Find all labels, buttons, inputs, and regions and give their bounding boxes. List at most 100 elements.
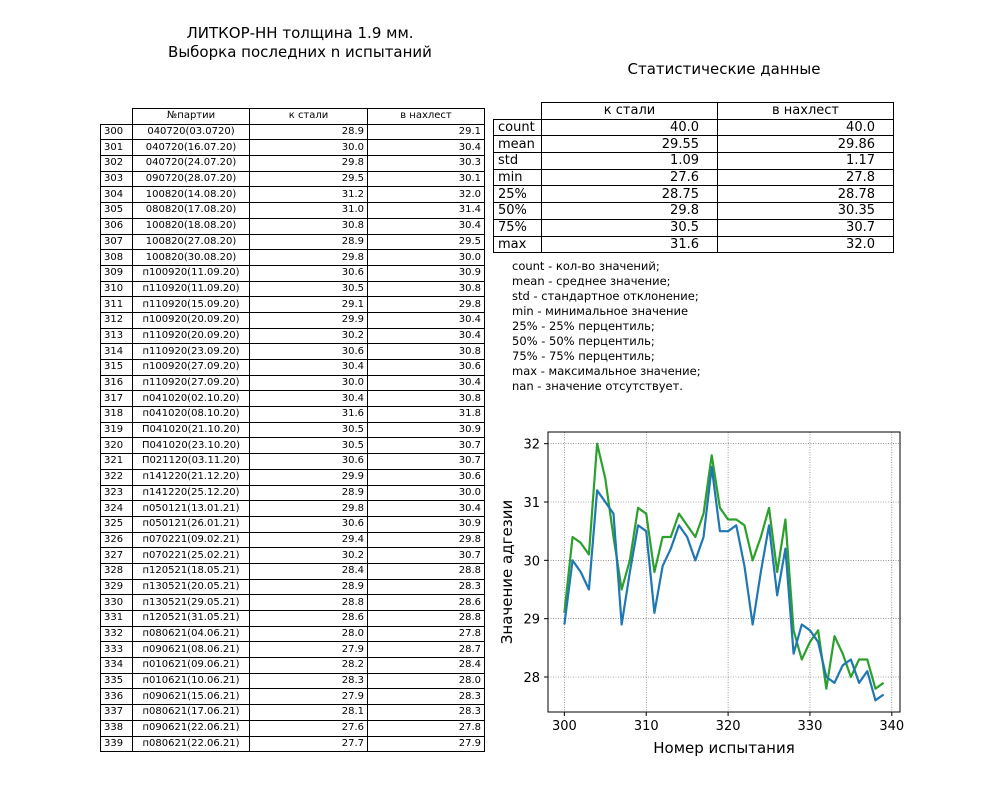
lot-number: 100820(27.08.20) [132, 233, 250, 251]
lot-number: п080621(04.06.21) [132, 625, 250, 643]
overlap-value: 30.0 [367, 484, 485, 502]
stat-name: count [493, 118, 542, 137]
table-row: 313 п110920(20.09.20) 30.2 30.4 [100, 327, 485, 345]
row-index: 339 [100, 735, 133, 753]
title-line-2: Выборка последних n испытаний [168, 43, 432, 61]
stat-steel: 30.5 [541, 218, 718, 237]
steel-value: 30.6 [249, 453, 368, 470]
lot-number: п041020(08.10.20) [132, 406, 250, 423]
row-index: 334 [100, 657, 133, 674]
lot-number: п141220(21.12.20) [132, 468, 250, 486]
lot-number: п110920(23.09.20) [132, 343, 250, 360]
stat-overlap: 32.0 [717, 235, 894, 254]
row-index: 322 [100, 468, 133, 486]
row-index: 323 [100, 484, 133, 502]
stat-overlap: 29.86 [717, 135, 894, 154]
lot-number: п070221(25.02.21) [132, 547, 250, 564]
x-tick-label: 300 [552, 719, 577, 734]
note-line: min - минимальное значение [512, 304, 689, 318]
table-row: 339 п080621(22.06.21) 27.7 27.9 [100, 735, 485, 753]
steel-value: 30.5 [249, 437, 368, 455]
row-index: 300 [100, 123, 133, 141]
steel-value: 27.9 [249, 688, 368, 706]
stat-steel: 1.09 [541, 152, 718, 170]
row-index: 318 [100, 406, 133, 423]
steel-value: 30.2 [249, 547, 368, 564]
stat-name: 50% [493, 202, 542, 220]
steel-value: 30.8 [249, 217, 368, 235]
row-index: 324 [100, 500, 133, 517]
chart-ticks: 300 310 320 330 340 28 29 30 31 32 [523, 438, 904, 734]
row-index: 326 [100, 531, 133, 549]
table-row: 300 040720(03.0720) 28.9 29.1 [100, 123, 485, 141]
row-index: 333 [100, 641, 133, 659]
lot-number: п110920(27.09.20) [132, 374, 250, 392]
lot-number: п110920(11.09.20) [132, 280, 250, 298]
row-index: 317 [100, 390, 133, 408]
lot-number: п120521(18.05.21) [132, 562, 250, 580]
row-index: 336 [100, 688, 133, 706]
steel-value: 29.1 [249, 296, 368, 313]
steel-value: 29.8 [249, 500, 368, 517]
overlap-value: 31.4 [367, 202, 485, 219]
y-axis-label: Значение адгезии [498, 500, 516, 644]
overlap-value: 30.8 [367, 343, 485, 360]
table-row: 309 п100920(11.09.20) 30.6 30.9 [100, 264, 485, 282]
table-row: 304 100820(14.08.20) 31.2 32.0 [100, 186, 485, 204]
table-row: 319 П041020(21.10.20) 30.5 30.9 [100, 421, 485, 439]
table-row: 314 п110920(23.09.20) 30.6 30.8 [100, 343, 485, 360]
stats-row: 75% 30.5 30.7 [493, 218, 894, 237]
steel-value: 30.5 [249, 421, 368, 439]
stat-steel: 29.8 [541, 202, 718, 220]
plot-frame [547, 431, 901, 713]
stat-overlap: 30.7 [717, 218, 894, 237]
overlap-value: 31.8 [367, 406, 485, 423]
table-row: 320 П041020(23.10.20) 30.5 30.7 [100, 437, 485, 455]
table-row: 322 п141220(21.12.20) 29.9 30.6 [100, 468, 485, 486]
table-row: 336 п090621(15.06.21) 27.9 28.3 [100, 688, 485, 706]
stat-overlap: 1.17 [717, 152, 894, 170]
overlap-value: 28.0 [367, 672, 485, 690]
chart-series [563, 442, 885, 702]
steel-value: 29.8 [249, 155, 368, 172]
steel-value: 28.4 [249, 562, 368, 580]
table-row: 301 040720(16.07.20) 30.0 30.4 [100, 139, 485, 157]
table-row: 326 п070221(09.02.21) 29.4 29.8 [100, 531, 485, 549]
lot-number: п130521(20.05.21) [132, 578, 250, 596]
row-index: 309 [100, 264, 133, 282]
note-line: count - кол-во значений; [512, 259, 660, 273]
table-row: 302 040720(24.07.20) 29.8 30.3 [100, 155, 485, 172]
overlap-value: 30.7 [367, 453, 485, 470]
overlap-value: 30.4 [367, 217, 485, 235]
stats-row: 50% 29.8 30.35 [493, 202, 894, 220]
lot-number: п050121(26.01.21) [132, 515, 250, 533]
row-index: 327 [100, 547, 133, 564]
row-index: 302 [100, 155, 133, 172]
overlap-value: 28.4 [367, 657, 485, 674]
stats-header-corner [494, 103, 542, 120]
stat-steel: 27.6 [541, 168, 718, 187]
stat-name: 75% [493, 218, 542, 237]
row-index: 313 [100, 327, 133, 345]
lot-number: п110920(15.09.20) [132, 296, 250, 313]
table-row: 324 п050121(13.01.21) 29.8 30.4 [100, 500, 485, 517]
row-index: 312 [100, 311, 133, 329]
steel-value: 28.9 [249, 123, 368, 141]
stat-name: min [493, 168, 542, 187]
steel-value: 30.6 [249, 343, 368, 360]
steel-value: 29.5 [249, 170, 368, 188]
overlap-value: 30.4 [367, 139, 485, 157]
row-index: 306 [100, 217, 133, 235]
lot-number: п050121(13.01.21) [132, 500, 250, 517]
row-index: 319 [100, 421, 133, 439]
overlap-value: 28.8 [367, 610, 485, 627]
lot-number: 040720(24.07.20) [132, 155, 250, 172]
steel-value: 30.5 [249, 280, 368, 298]
overlap-value: 30.7 [367, 547, 485, 564]
row-index: 329 [100, 578, 133, 596]
table-row: 312 п100920(20.09.20) 29.9 30.4 [100, 311, 485, 329]
y-tick-label: 32 [523, 438, 540, 453]
row-index: 330 [100, 594, 133, 611]
overlap-value: 29.1 [367, 123, 485, 141]
overlap-value: 30.7 [367, 437, 485, 455]
